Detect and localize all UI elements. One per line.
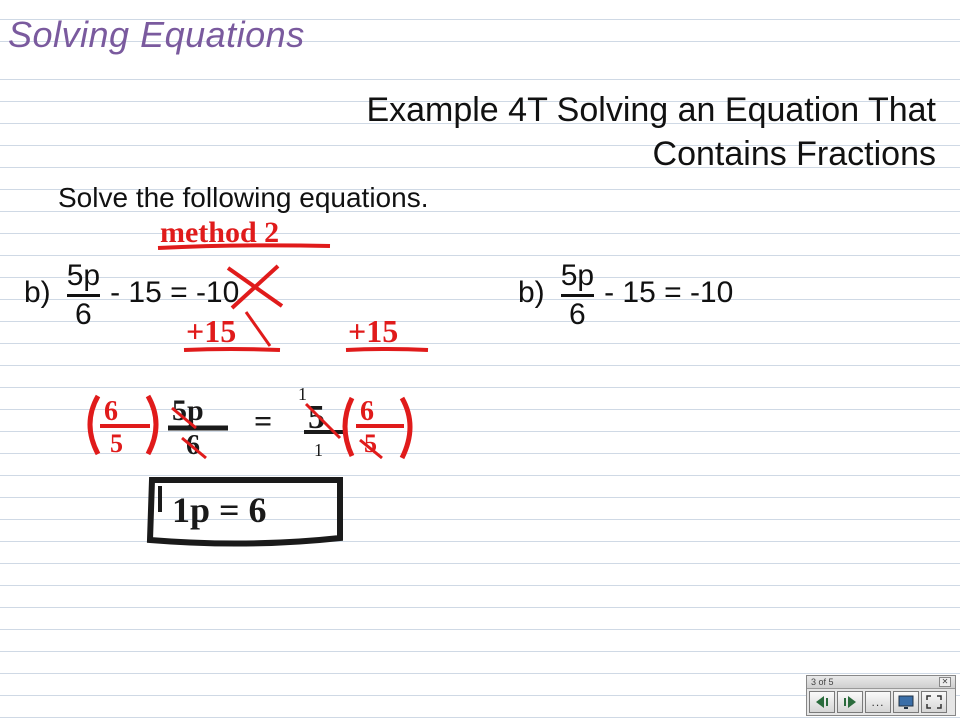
problem-b-left: b) 5p 6 - 15 = -10 [24, 258, 239, 328]
example-heading: Example 4T Solving an Equation That Cont… [196, 88, 936, 176]
problem-b-right: b) 5p 6 - 15 = -10 [518, 258, 733, 328]
menu-label: ... [871, 695, 884, 709]
nav-close-button[interactable]: ✕ [939, 677, 951, 687]
next-button[interactable] [837, 691, 863, 713]
equation-rest: - 15 = -10 [604, 276, 733, 310]
subtitle-line-1: Example 4T Solving an Equation That [366, 91, 936, 129]
subtitle-line-2: Contains Fractions [653, 135, 936, 173]
fraction-numerator: 5p [561, 260, 594, 292]
fraction-bar [67, 294, 100, 297]
fraction-numerator: 5p [67, 260, 100, 292]
fraction-5p-over-6: 5p 6 [561, 260, 594, 330]
monitor-icon [898, 695, 914, 709]
problem-label: b) [24, 276, 51, 310]
nav-page-counter: 3 of 5 [811, 677, 834, 687]
instruction-text: Solve the following equations. [58, 182, 428, 214]
problem-label: b) [518, 276, 545, 310]
page-title: Solving Equations [8, 14, 305, 56]
menu-button[interactable]: ... [865, 691, 891, 713]
prev-button[interactable] [809, 691, 835, 713]
slideshow-button[interactable] [893, 691, 919, 713]
equation-rest: - 15 = -10 [110, 276, 239, 310]
nav-buttons-row: ... [807, 689, 955, 715]
fraction-denominator: 6 [569, 299, 586, 331]
fraction-bar [561, 294, 594, 297]
fraction-denominator: 6 [75, 299, 92, 331]
navigation-toolbar: 3 of 5 ✕ ... [806, 675, 956, 716]
nav-titlebar: 3 of 5 ✕ [807, 676, 955, 689]
fraction-5p-over-6: 5p 6 [67, 260, 100, 330]
fit-button[interactable] [921, 691, 947, 713]
arrow-right-icon [842, 695, 858, 709]
arrow-left-icon [814, 695, 830, 709]
expand-icon [926, 695, 942, 709]
